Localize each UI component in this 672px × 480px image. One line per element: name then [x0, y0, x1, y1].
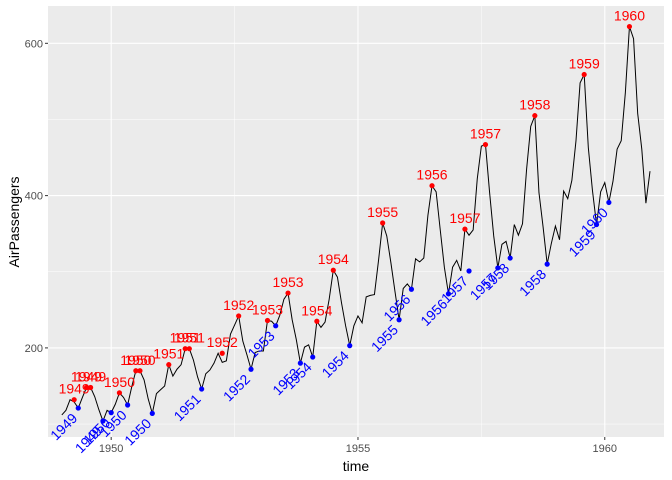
trough-points — [75, 199, 612, 424]
trough-point — [100, 418, 106, 424]
peak-label: 1949 — [59, 381, 90, 397]
y-axis-title: AirPassengers — [6, 176, 22, 267]
peak-label: 1951 — [174, 330, 205, 346]
y-tick-label: 200 — [25, 343, 43, 355]
peak-label: 1960 — [614, 8, 645, 24]
peak-label: 1959 — [569, 56, 600, 72]
peak-label: 1949 — [71, 369, 102, 385]
trough-point — [347, 343, 353, 349]
trough-point — [495, 265, 501, 271]
peak-point — [380, 220, 386, 226]
peak-label: 1950 — [124, 352, 155, 368]
trough-point — [507, 255, 513, 261]
peak-label: 1950 — [104, 374, 135, 390]
peak-label: 1958 — [519, 97, 550, 113]
trough-point — [199, 386, 205, 392]
peak-point — [532, 113, 538, 119]
peak-label: 1955 — [367, 204, 398, 220]
trough-point — [310, 354, 316, 360]
peak-label: 1954 — [318, 251, 349, 267]
grid-major — [48, 6, 664, 437]
series-line — [61, 26, 651, 423]
peak-label: 1951 — [170, 330, 201, 346]
y-tick-label: 400 — [25, 191, 43, 203]
peak-points — [71, 23, 633, 403]
peak-point — [182, 346, 188, 352]
peak-point — [264, 317, 271, 324]
trough-point — [396, 317, 402, 323]
trough-point — [75, 405, 81, 411]
trough-point — [248, 366, 254, 372]
peak-point — [87, 384, 94, 391]
trough-point — [297, 360, 303, 366]
x-axis-title: time — [343, 458, 370, 474]
peak-point — [285, 290, 291, 296]
trough-point — [544, 261, 550, 267]
trough-point — [466, 268, 472, 274]
peak-point — [330, 267, 336, 273]
peak-point — [314, 318, 320, 324]
grid-minor — [48, 6, 664, 437]
peak-label: 1952 — [207, 334, 238, 350]
peak-point — [71, 397, 77, 403]
y-axis: 200 400 600 — [25, 38, 48, 355]
peak-point — [429, 183, 435, 189]
trough-point — [273, 323, 279, 329]
trough-point — [108, 410, 114, 416]
peak-point — [133, 368, 139, 374]
y-tick-label: 600 — [25, 38, 43, 50]
peak-point — [116, 390, 123, 396]
peak-point — [186, 346, 192, 352]
peak-label: 1952 — [223, 297, 254, 313]
x-tick-label: 1960 — [593, 443, 617, 455]
peak-label: 1950 — [120, 352, 151, 368]
trough-point — [125, 402, 131, 408]
peak-point — [626, 23, 633, 30]
trough-point — [606, 199, 612, 206]
peak-label: 1953 — [252, 301, 283, 317]
peak-point — [137, 368, 143, 374]
peak-label: 1953 — [272, 274, 303, 290]
trough-point — [408, 286, 415, 292]
peak-point — [482, 141, 489, 148]
peak-label: 1951 — [153, 346, 184, 362]
peak-label: 1957 — [470, 126, 501, 142]
trough-point — [593, 221, 600, 228]
peak-label: 1957 — [449, 210, 480, 226]
peak-point — [166, 362, 172, 368]
peak-point — [236, 313, 242, 319]
peak-label: 1956 — [416, 167, 447, 183]
peak-label: 1954 — [301, 302, 332, 318]
trough-point — [445, 291, 452, 297]
x-tick-label: 1950 — [99, 443, 123, 455]
peak-point — [83, 384, 90, 391]
peak-point — [219, 350, 225, 356]
peak-point — [581, 71, 587, 78]
x-tick-label: 1955 — [346, 443, 370, 455]
x-axis: 1950 1955 1960 — [99, 437, 617, 455]
peak-label: 1949 — [75, 369, 106, 385]
trough-point — [149, 410, 155, 416]
peak-point — [462, 226, 468, 232]
